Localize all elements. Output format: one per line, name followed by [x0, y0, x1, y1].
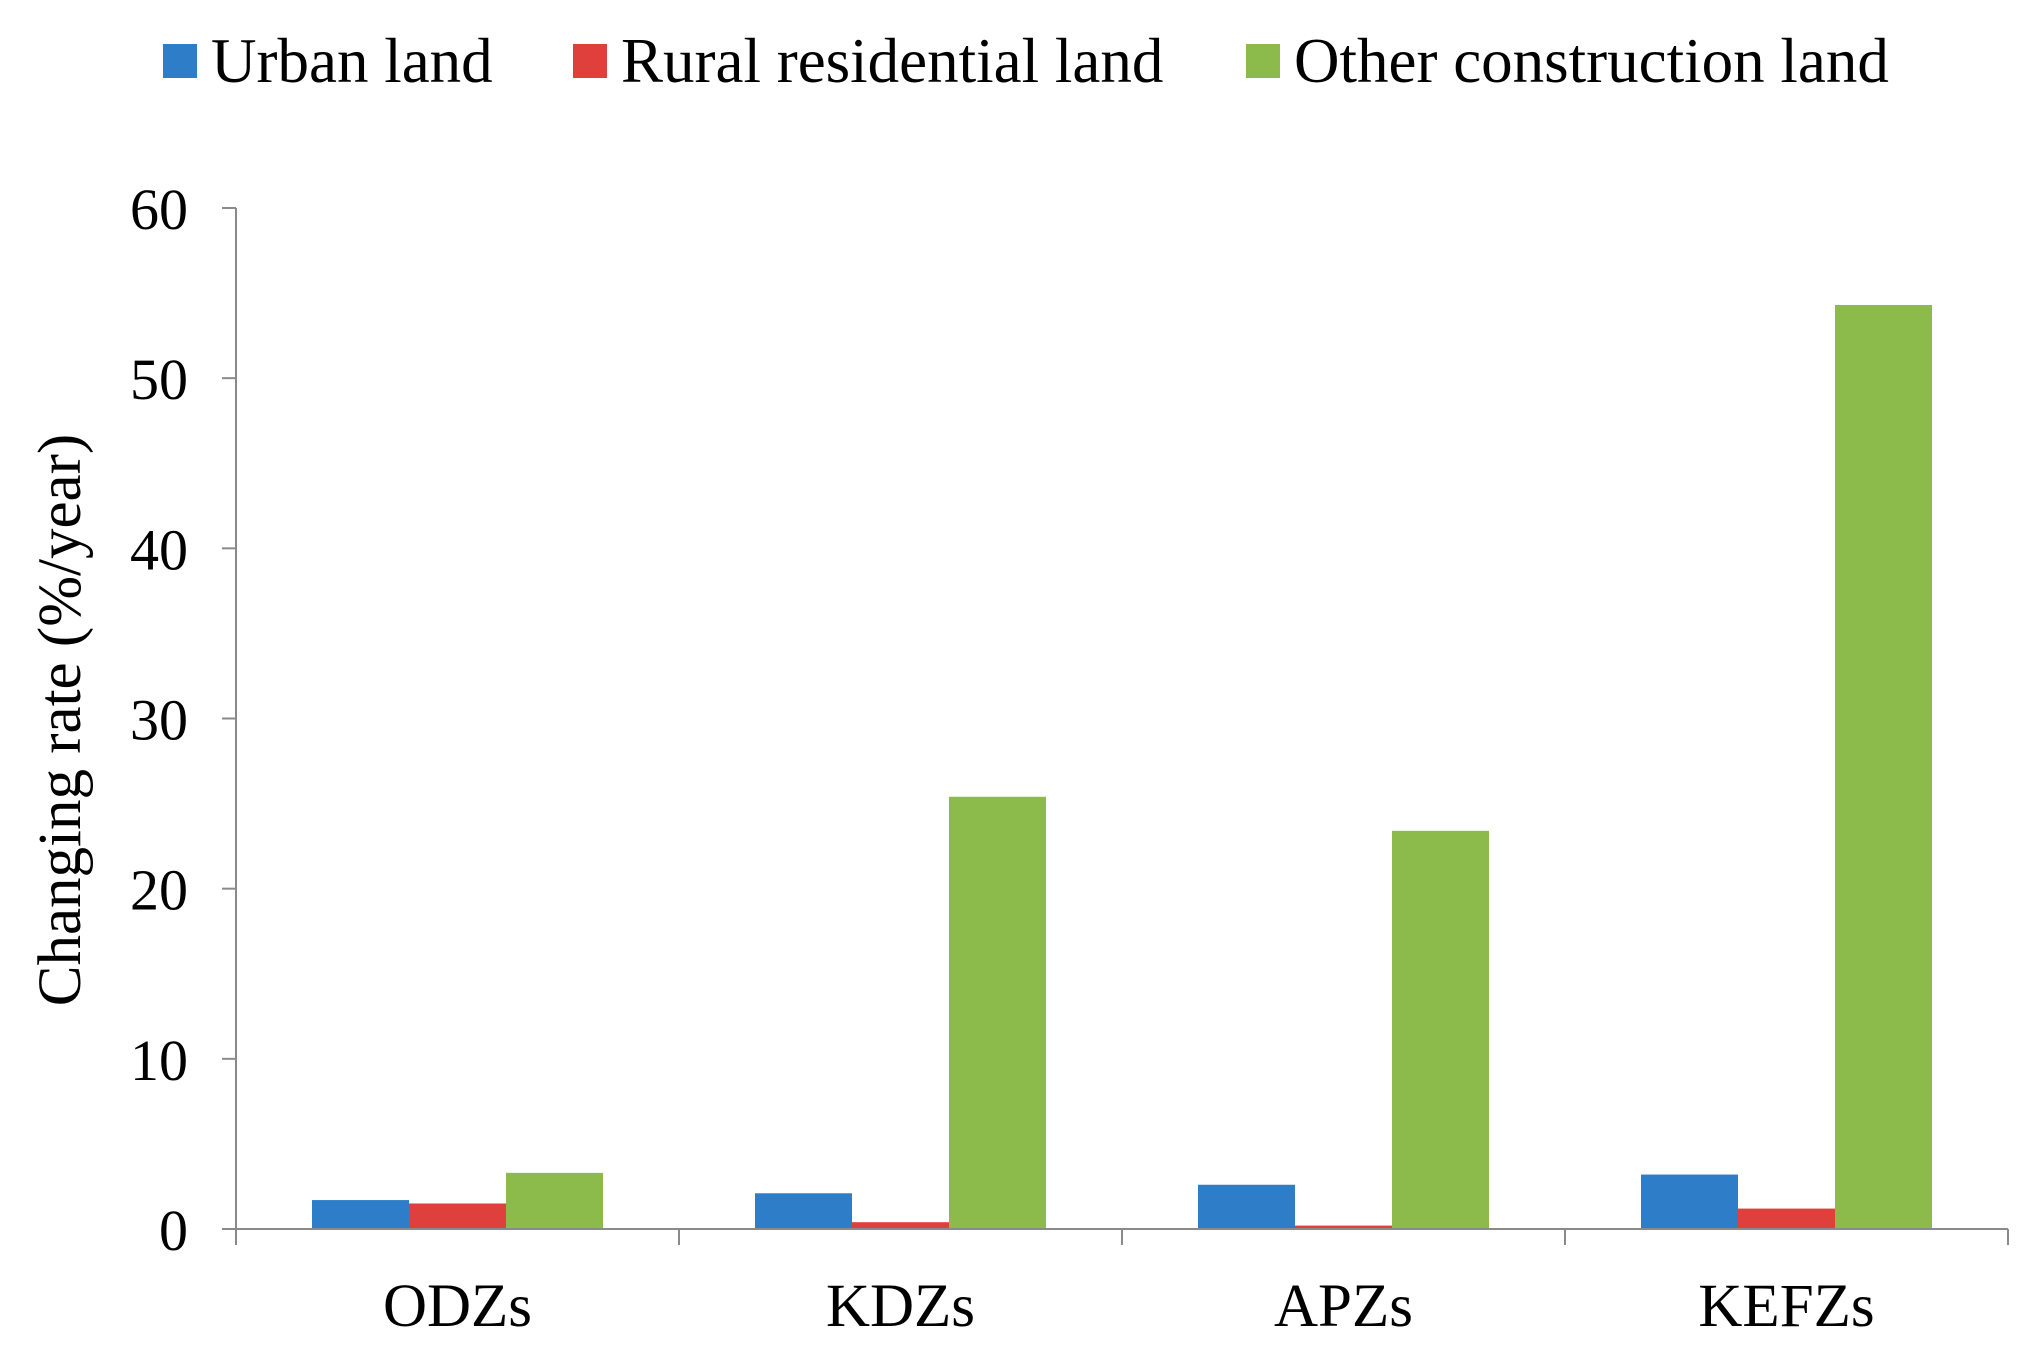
y-tick-label-20: 20: [130, 858, 188, 923]
y-tick-label-50: 50: [130, 347, 188, 412]
bar-urban-land-kdzs: [755, 1193, 852, 1229]
y-tick-label-10: 10: [130, 1028, 188, 1093]
bars-group: [312, 304, 1932, 1229]
legend: Urban land Rural residential land Other …: [0, 18, 2022, 104]
x-tick-label-kdzs: KDZs: [826, 1273, 975, 1340]
x-tick-label-odzs: ODZs: [383, 1273, 532, 1340]
y-tick-label-0: 0: [159, 1198, 188, 1263]
bar-rural-residential-land-kefzs: [1738, 1208, 1835, 1229]
y-axis-label: Changing rate (%/year): [27, 434, 94, 1006]
legend-swatch-rural-residential-land: [573, 44, 607, 78]
bar-urban-land-odzs: [312, 1200, 409, 1229]
legend-item-other-construction-land: Other construction land: [1246, 18, 1889, 104]
x-tick-label-apzs: APZs: [1274, 1273, 1413, 1340]
bar-rural-residential-land-apzs: [1295, 1225, 1392, 1229]
legend-label-other-construction-land: Other construction land: [1294, 25, 1889, 96]
bar-rural-residential-land-kdzs: [852, 1222, 949, 1229]
legend-item-rural-residential-land: Rural residential land: [573, 18, 1163, 104]
y-tick-label-30: 30: [130, 688, 188, 753]
x-tick-label-kefzs: KEFZs: [1698, 1273, 1874, 1340]
legend-label-urban-land: Urban land: [211, 25, 493, 96]
bar-other-construction-land-apzs: [1392, 830, 1489, 1229]
bar-other-construction-land-kdzs: [949, 796, 1046, 1229]
axes-group: 0 10 20 30 40 50 60 ODZs KDZs APZs KEFZs: [130, 177, 2009, 1340]
bar-urban-land-kefzs: [1641, 1174, 1738, 1229]
bar-rural-residential-land-odzs: [409, 1203, 506, 1229]
bar-urban-land-apzs: [1198, 1184, 1295, 1229]
legend-item-urban-land: Urban land: [163, 18, 493, 104]
bar-other-construction-land-kefzs: [1835, 304, 1932, 1229]
legend-label-rural-residential-land: Rural residential land: [621, 25, 1164, 96]
legend-swatch-urban-land: [163, 44, 197, 78]
y-tick-label-40: 40: [130, 517, 188, 582]
bar-other-construction-land-odzs: [506, 1172, 603, 1229]
y-tick-label-60: 60: [130, 177, 188, 242]
legend-swatch-other-construction-land: [1246, 44, 1280, 78]
